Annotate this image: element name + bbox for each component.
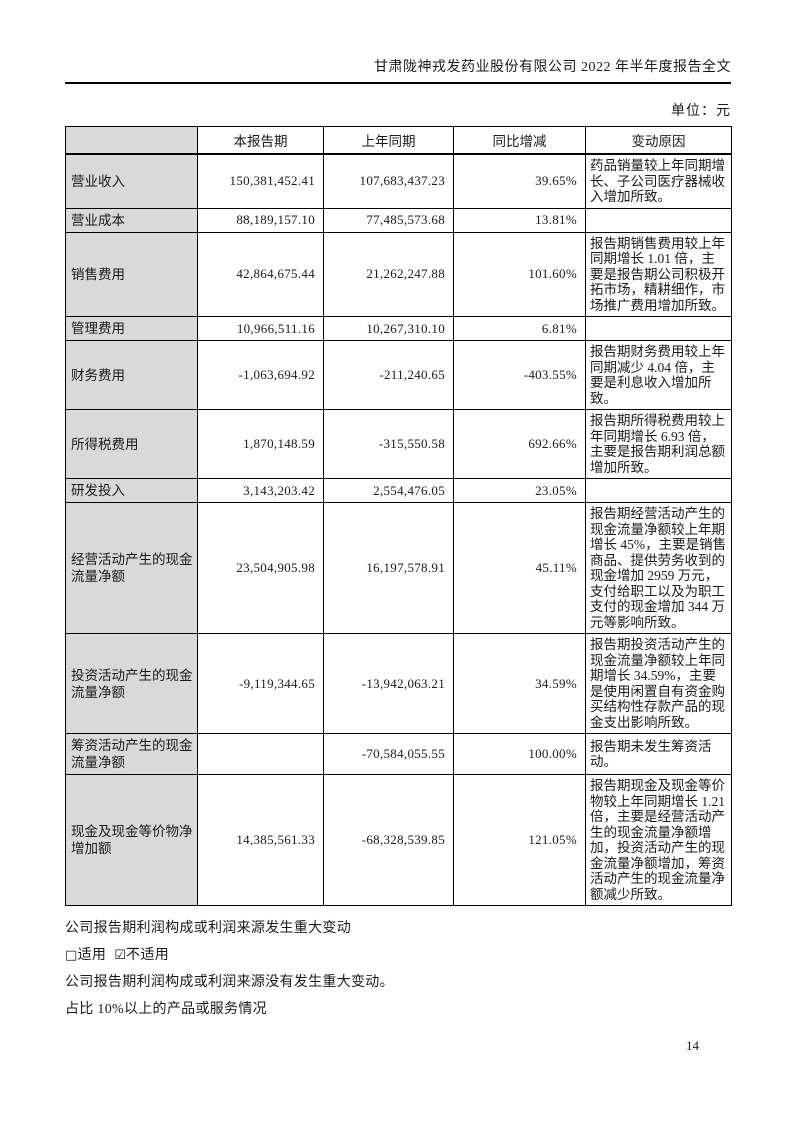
yoy-change-value: 34.59% (453, 633, 586, 734)
prior-period-value: -70,584,055.55 (323, 733, 454, 775)
current-period-value: 23,504,905.98 (197, 502, 324, 634)
prior-period-value: 2,554,476.05 (323, 478, 454, 503)
column-header-change-reason: 变动原因 (585, 126, 732, 155)
table-row-selling-expenses: 销售费用 42,864,675.44 21,262,247.88 101.60%… (65, 231, 732, 317)
yoy-change-value: 101.60% (453, 231, 586, 317)
change-reason: 报告期现金及现金等价物较上年同期增长 1.21 倍，主要是经营活动产生的现金流量… (585, 774, 732, 906)
change-reason (585, 478, 732, 503)
change-reason: 报告期投资活动产生的现金流量净额较上年同期增长 34.59%，主要是使用闲置自有… (585, 633, 732, 734)
header-divider (65, 82, 731, 84)
change-reason: 报告期经营活动产生的现金流量净额较上年期增长 45%，主要是销售商品、提供劳务收… (585, 502, 732, 634)
prior-period-value: 107,683,437.23 (323, 153, 454, 209)
row-label: 管理费用 (65, 316, 198, 341)
column-header-prior-period: 上年同期 (323, 126, 454, 155)
current-period-value: -1,063,694.92 (197, 340, 324, 410)
current-period-value: 3,143,203.42 (197, 478, 324, 503)
change-reason: 报告期财务费用较上年同期减少 4.04 倍，主要是利息收入增加所致。 (585, 340, 732, 410)
yoy-change-value: 692.66% (453, 409, 586, 479)
applicability-line: □适用 ☑不适用 (65, 942, 731, 969)
table-header-row: 本报告期 上年同期 同比增减 变动原因 (65, 126, 732, 155)
table-row-investing-cash-flow: 投资活动产生的现金流量净额 -9,119,344.65 -13,942,063.… (65, 633, 732, 734)
checkbox-unchecked-icon: □ (65, 948, 78, 963)
row-label: 营业成本 (65, 207, 198, 233)
current-period-value: 88,189,157.10 (197, 207, 324, 233)
yoy-change-value: 6.81% (453, 316, 586, 341)
no-change-statement: 公司报告期利润构成或利润来源没有发生重大变动。 (65, 975, 394, 990)
yoy-change-value: 39.65% (453, 153, 586, 209)
checkbox-checked-icon: ☑ (114, 948, 127, 963)
applicable-label: 适用 (77, 948, 107, 963)
prior-period-value: 10,267,310.10 (323, 316, 454, 341)
table-row-financial-expenses: 财务费用 -1,063,694.92 -211,240.65 -403.55% … (65, 340, 732, 410)
table-row-operating-cost: 营业成本 88,189,157.10 77,485,573.68 13.81% (65, 207, 732, 233)
yoy-change-value: -403.55% (453, 340, 586, 410)
yoy-change-value: 23.05% (453, 478, 586, 503)
prior-period-value: 77,485,573.68 (323, 207, 454, 233)
row-label: 研发投入 (65, 478, 198, 503)
yoy-change-value: 13.81% (453, 207, 586, 233)
row-label: 投资活动产生的现金流量净额 (65, 633, 198, 734)
yoy-change-value: 121.05% (453, 774, 586, 906)
after-table-notes: 公司报告期利润构成或利润来源发生重大变动 □适用 ☑不适用 公司报告期利润构成或利… (65, 915, 731, 1023)
change-reason: 药品销量较上年同期增长、子公司医疗器械收入增加所致。 (585, 153, 732, 209)
current-period-value: 1,870,148.59 (197, 409, 324, 479)
row-label: 财务费用 (65, 340, 198, 410)
prior-period-value: 16,197,578.91 (323, 502, 454, 634)
table-row-financing-cash-flow: 筹资活动产生的现金流量净额 -70,584,055.55 100.00% 报告期… (65, 733, 732, 775)
change-reason: 报告期未发生筹资活动。 (585, 733, 732, 775)
page-header-title: 甘肃陇神戎发药业股份有限公司 2022 年半年度报告全文 (374, 60, 731, 75)
table-row-rd-investment: 研发投入 3,143,203.42 2,554,476.05 23.05% (65, 478, 732, 503)
row-label: 现金及现金等价物净增加额 (65, 774, 198, 906)
current-period-value: -9,119,344.65 (197, 633, 324, 734)
change-reason: 报告期所得税费用较上年同期增长 6.93 倍，主要是报告期利润总额增加所致。 (585, 409, 732, 479)
table-row-net-cash-increase: 现金及现金等价物净增加额 14,385,561.33 -68,328,539.8… (65, 774, 732, 906)
row-label: 营业收入 (65, 153, 198, 209)
table-row-income-tax: 所得税费用 1,870,148.59 -315,550.58 692.66% 报… (65, 409, 732, 479)
current-period-value: 150,381,452.41 (197, 153, 324, 209)
current-period-value: 42,864,675.44 (197, 231, 324, 317)
yoy-change-value: 100.00% (453, 733, 586, 775)
prior-period-value: 21,262,247.88 (323, 231, 454, 317)
change-reason (585, 207, 732, 233)
prior-period-value: -211,240.65 (323, 340, 454, 410)
row-label: 销售费用 (65, 231, 198, 317)
unit-label: 单位：元 (671, 104, 731, 119)
row-label: 所得税费用 (65, 409, 198, 479)
row-label: 筹资活动产生的现金流量净额 (65, 733, 198, 775)
financial-comparison-table: 本报告期 上年同期 同比增减 变动原因 营业收入 150,381,452.41 … (65, 126, 732, 906)
prior-period-value: -68,328,539.85 (323, 774, 454, 906)
table-row-operating-cash-flow: 经营活动产生的现金流量净额 23,504,905.98 16,197,578.9… (65, 502, 732, 634)
current-period-value: 10,966,511.16 (197, 316, 324, 341)
column-header-blank (65, 126, 198, 155)
column-header-current-period: 本报告期 (197, 126, 324, 155)
table-row-operating-revenue: 营业收入 150,381,452.41 107,683,437.23 39.65… (65, 153, 732, 209)
change-reason: 报告期销售费用较上年同期增长 1.01 倍，主要是报告期公司积极开拓市场，精耕细… (585, 231, 732, 317)
page-number: 14 (686, 1038, 699, 1053)
row-label: 经营活动产生的现金流量净额 (65, 502, 198, 634)
column-header-yoy-change: 同比增减 (453, 126, 586, 155)
not-applicable-label: 不适用 (126, 948, 170, 963)
yoy-change-value: 45.11% (453, 502, 586, 634)
change-reason (585, 316, 732, 341)
current-period-value (197, 733, 324, 775)
current-period-value: 14,385,561.33 (197, 774, 324, 906)
products-heading: 占比 10%以上的产品或服务情况 (65, 1002, 267, 1017)
major-change-heading: 公司报告期利润构成或利润来源发生重大变动 (65, 921, 351, 936)
table-row-admin-expenses: 管理费用 10,966,511.16 10,267,310.10 6.81% (65, 316, 732, 341)
prior-period-value: -13,942,063.21 (323, 633, 454, 734)
prior-period-value: -315,550.58 (323, 409, 454, 479)
